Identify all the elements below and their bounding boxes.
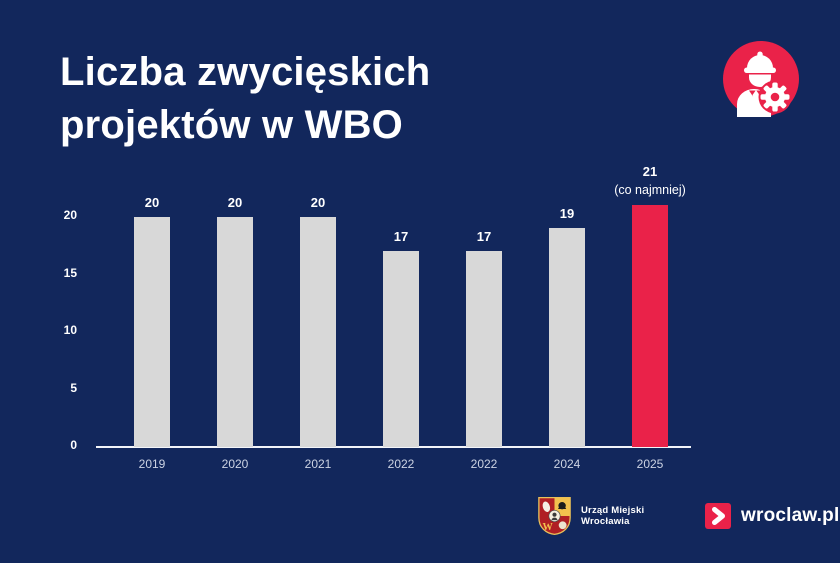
highlight-annotation: (co najmniej) [614,183,686,197]
bar-2020-1 [217,217,253,447]
y-axis-tick-10: 10 [63,323,77,337]
y-axis-tick-5: 5 [70,380,77,395]
city-office-label: Urząd Miejski Wrocławia [581,505,644,528]
bar-2022-4 [466,251,502,447]
value-label-5: 19 [559,206,575,221]
bar-2024-5 [549,228,585,447]
y-axis-tick-20: 20 [63,208,77,222]
page-title: Liczba zwycięskich projektów w WBO [60,46,430,152]
brand-square [705,503,731,529]
x-axis-label-2025-6: 2025 [636,457,664,471]
bar-2022-3 [383,251,419,447]
value-label-0: 20 [144,195,160,210]
value-label-1: 20 [227,195,243,210]
city-office-line-1: Urząd Miejski [581,504,645,516]
title-line-1: Liczba zwycięskich [60,50,431,94]
chevron-right-icon [712,507,725,525]
value-label-6: 21 (co najmniej) [590,164,710,198]
value-label-2: 20 [310,195,326,210]
city-office-logo: W Urząd Miejski Wrocławia [538,497,644,535]
x-axis-label-2019-0: 2019 [138,457,166,471]
worker-badge [723,41,799,117]
value-label-4: 17 [476,229,492,244]
wroclaw-pl-logo: wroclaw.pl [705,503,839,529]
title-line-2: projektów w WBO [60,103,403,147]
wroclaw-coat-of-arms-icon: W [538,497,571,535]
y-axis-tick-0: 0 [70,438,77,452]
x-axis-label-2021-2: 2021 [304,457,332,471]
x-axis-line [96,446,691,448]
x-axis-label-2020-1: 2020 [221,457,249,471]
highlight-value: 21 [642,164,658,179]
bar-2025-6 [632,205,668,447]
value-label-3: 17 [393,229,409,244]
bar-2019-0 [134,217,170,447]
y-axis-tick-15: 15 [63,265,77,280]
brand-text: wroclaw.pl [741,505,840,526]
city-office-line-2: Wrocławia [581,516,630,527]
bar-2021-2 [300,217,336,447]
construction-worker-with-gear-icon [723,41,799,117]
x-axis-label-2022-3: 2022 [387,457,415,471]
svg-text:W: W [543,522,554,533]
x-axis-label-2024-5: 2024 [553,457,581,471]
x-axis-label-2022-4: 2022 [470,457,498,471]
